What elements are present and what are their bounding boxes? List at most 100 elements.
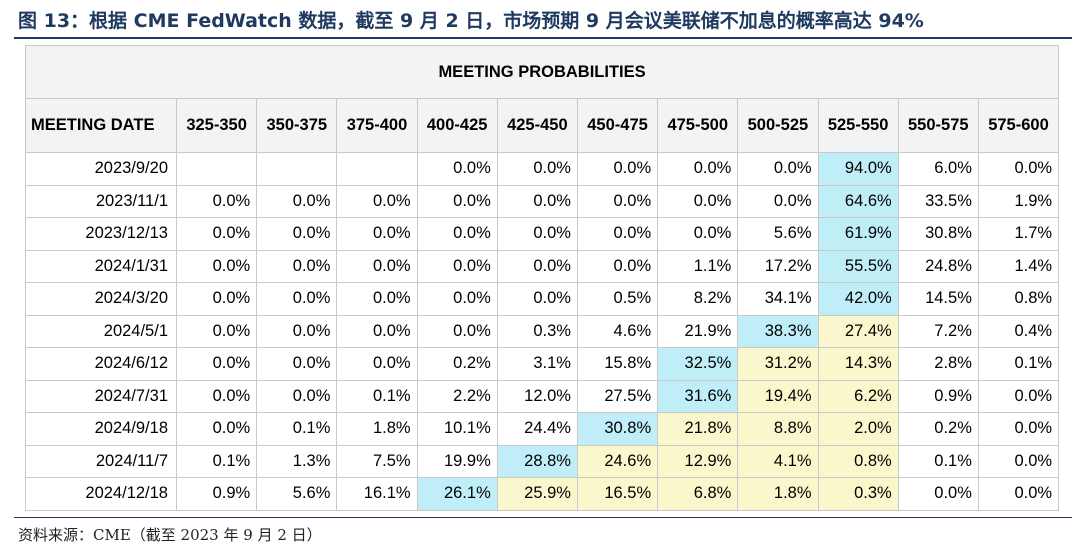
meeting-date-cell: 2024/6/12 [25,347,177,381]
table-row: 2024/12/18 0.9% 5.6% 16.1% 26.1% 25.9% 16.5% 6.… [25,477,1060,511]
probability-cell: 0.2% [416,347,498,381]
probability-cell: 21.9% [657,314,739,348]
probability-cell: 0.0% [256,347,338,381]
probability-cell: 8.8% [737,412,819,446]
probability-cell: 12.9% [657,444,739,478]
probability-cell: 14.5% [897,282,979,316]
probability-cell: 0.0% [977,379,1060,413]
table-banner: MEETING PROBABILITIES [24,45,1060,99]
probability-cell: 15.8% [576,347,659,381]
meeting-date-cell: 2024/12/18 [25,477,177,511]
probability-cell: 0.0% [175,314,258,348]
probability-cell: 0.0% [336,314,418,348]
probability-cell: 0.0% [576,152,659,186]
probability-cell: 6.2% [817,379,899,413]
meeting-date-cell: 2023/9/20 [25,152,177,186]
probability-cell: 1.1% [657,249,739,283]
probability-table-container: MEETING PROBABILITIES MEETING DATE 325-35… [24,45,1060,511]
table-row: 2024/5/1 0.0% 0.0% 0.0% 0.0% 0.3% 4.6% 21.9% 38.… [25,314,1060,348]
probability-cell: 0.1% [256,412,338,446]
table-row: 2024/9/18 0.0% 0.1% 1.8% 10.1% 24.4% 30.8% 21.8… [25,412,1060,446]
column-header-rate: 400-425 [416,98,498,153]
probability-cell: 0.0% [496,282,578,316]
probability-cell: 33.5% [897,184,979,218]
probability-cell: 2.0% [817,412,899,446]
probability-cell: 0.0% [657,217,739,251]
table-row: 2024/7/31 0.0% 0.0% 0.1% 2.2% 12.0% 27.5% 31.6%… [25,379,1060,413]
probability-cell: 19.4% [737,379,819,413]
table-row: 2024/6/12 0.0% 0.0% 0.0% 0.2% 3.1% 15.8% 32.5% 3… [25,347,1060,381]
column-header-row: MEETING DATE 325-350 350-375 375-400 400-425… [25,98,1060,153]
probability-cell: 26.1% [416,477,498,511]
probability-cell: 0.0% [336,217,418,251]
probability-cell: 0.0% [416,217,498,251]
probability-cell: 0.0% [175,347,258,381]
probability-cell: 25.9% [496,477,578,511]
probability-cell: 4.6% [576,314,659,348]
meeting-date-cell: 2024/5/1 [25,314,177,348]
column-header-rate: 500-525 [737,98,819,153]
figure-title: 图 13：根据 CME FedWatch 数据，截至 9 月 2 日，市场预期 … [18,10,924,32]
probability-cell: 24.4% [496,412,578,446]
probability-cell: 0.0% [416,314,498,348]
column-header-meeting-date: MEETING DATE [25,98,177,153]
probability-cell: 0.0% [576,217,659,251]
probability-cell: 1.8% [336,412,418,446]
probability-cell: 21.8% [657,412,739,446]
probability-cell: 0.0% [336,184,418,218]
probability-cell: 16.5% [576,477,659,511]
probability-cell: 0.0% [657,184,739,218]
meeting-date-cell: 2024/3/20 [25,282,177,316]
probability-cell: 0.0% [336,249,418,283]
probability-cell: 1.3% [256,444,338,478]
column-header-rate: 375-400 [336,98,418,153]
probability-cell: 1.4% [977,249,1060,283]
probability-cell: 0.0% [336,347,418,381]
probability-cell: 0.1% [977,347,1060,381]
probability-cell: 0.0% [977,444,1060,478]
probability-cell: 0.1% [336,379,418,413]
probability-cell: 0.0% [737,184,819,218]
table-row: 2023/9/20 0.0% 0.0% 0.0% 0.0% 0.0% 94.0% 6.0% 0.… [25,152,1060,186]
probability-cell: 0.0% [175,412,258,446]
probability-cell: 16.1% [336,477,418,511]
probability-cell: 27.4% [817,314,899,348]
probability-cell: 0.0% [256,184,338,218]
probability-cell: 0.0% [737,152,819,186]
table-banner-row: MEETING PROBABILITIES [24,45,1060,99]
probability-cell: 94.0% [817,152,899,186]
probability-cell [256,152,338,186]
probability-cell: 0.0% [416,282,498,316]
probability-cell: 0.1% [897,444,979,478]
probability-cell: 0.3% [817,477,899,511]
probability-cell: 12.0% [496,379,578,413]
probability-cell: 31.6% [657,379,739,413]
meeting-date-cell: 2023/11/1 [25,184,177,218]
probability-cell: 30.8% [576,412,659,446]
probability-cell: 0.0% [496,184,578,218]
probability-cell: 32.5% [657,347,739,381]
meeting-date-cell: 2024/11/7 [25,444,177,478]
probability-cell: 0.8% [977,282,1060,316]
probability-cell: 2.8% [897,347,979,381]
probability-cell: 0.0% [897,477,979,511]
probability-cell: 42.0% [817,282,899,316]
probability-cell: 0.2% [897,412,979,446]
meeting-probabilities-table: MEETING PROBABILITIES MEETING DATE 325-35… [24,45,1060,511]
table-row: 2024/11/7 0.1% 1.3% 7.5% 19.9% 28.8% 24.6% 12.9… [25,444,1060,478]
probability-cell: 0.0% [496,249,578,283]
probability-cell: 61.9% [817,217,899,251]
probability-cell: 0.0% [175,184,258,218]
column-header-rate: 575-600 [977,98,1060,153]
probability-cell: 0.0% [336,282,418,316]
probability-cell: 8.2% [657,282,739,316]
column-header-rate: 425-450 [496,98,578,153]
probability-cell: 27.5% [576,379,659,413]
probability-cell: 1.7% [977,217,1060,251]
probability-cell: 14.3% [817,347,899,381]
probability-cell: 34.1% [737,282,819,316]
probability-cell: 0.0% [576,249,659,283]
source-note: 资料来源：CME（截至 2023 年 9 月 2 日） [18,526,322,544]
probability-cell: 31.2% [737,347,819,381]
probability-cell: 1.8% [737,477,819,511]
